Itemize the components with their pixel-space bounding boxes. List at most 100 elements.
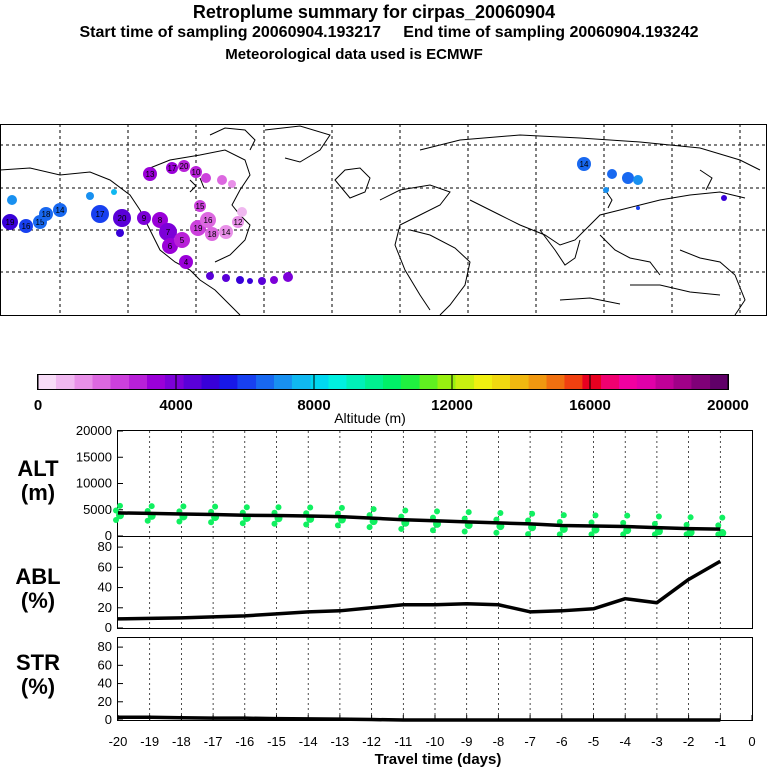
plume-marker-label: 5 (180, 236, 185, 245)
plume-marker-label: 10 (192, 168, 201, 177)
series-line (117, 511, 721, 531)
altitude-scatter-point (334, 522, 341, 529)
plume-marker (190, 166, 202, 178)
altitude-scatter-point (271, 520, 278, 527)
map-gridlines (0, 124, 766, 315)
abl-panel-label: ABL (15, 564, 60, 589)
colorbar-cell (437, 375, 456, 389)
colorbar-tick-label: 16000 (569, 397, 611, 414)
x-tick-label: -1 (715, 734, 727, 749)
sampling-time-line: Start time of sampling 20060904.193217 E… (5, 24, 768, 42)
x-tick-label: -5 (588, 734, 600, 749)
plume-marker-label: 8 (158, 216, 163, 225)
altitude-scatter-point (529, 510, 536, 517)
plume-marker-label: 15 (196, 202, 205, 211)
altitude-scatter-point (307, 504, 314, 511)
altitude-scatter-point (148, 503, 155, 510)
altitude-scatter-point (113, 516, 119, 523)
altitude-scatter-point (719, 514, 726, 521)
y-tick-label: 5000 (83, 502, 112, 517)
altitude-scatter-point (624, 512, 631, 519)
colorbar-ticks: 0 4000 8000 12000 16000 20000 (34, 375, 749, 414)
colorbar-cell (383, 375, 402, 389)
altitude-scatter-point (493, 529, 500, 536)
plume-marker-label: 14 (222, 228, 231, 237)
x-tick-label: -19 (140, 734, 159, 749)
altitude-scatter-point (275, 504, 282, 511)
colorbar-cell (474, 375, 493, 389)
colorbar-cell (55, 375, 76, 389)
x-tick-label: -11 (394, 734, 412, 749)
altitude-scatter-point (243, 504, 250, 511)
altitude-scatter-point (338, 504, 345, 511)
x-tick-label: -14 (299, 734, 318, 749)
plume-marker-label: 6 (168, 242, 173, 251)
x-tick-label: -2 (683, 734, 695, 749)
plume-marker (179, 255, 193, 269)
altitude-scatter-point (113, 507, 119, 514)
y-tick-label: 40 (98, 676, 112, 691)
colorbar-cells (38, 375, 729, 389)
str-panel-label: STR (16, 650, 60, 675)
colorbar-cell (110, 375, 130, 389)
colorbar-cell (291, 375, 312, 389)
altitude-scatter-point (176, 518, 183, 525)
plume-marker (162, 238, 178, 254)
altitude-scatter-point (465, 509, 472, 516)
altitude-scatter-point (588, 519, 595, 526)
altitude-scatter-point (588, 531, 595, 538)
x-tick-label: -3 (651, 734, 663, 749)
series-line (118, 715, 721, 722)
colorbar-cell (346, 375, 366, 389)
altitude-scatter-point (687, 514, 694, 521)
x-tick-label: -20 (109, 734, 128, 749)
plume-marker (143, 167, 157, 181)
plume-marker (247, 278, 253, 284)
plume-marker (236, 276, 244, 284)
y-tick-label: 0 (105, 528, 112, 543)
plume-marker-label: 14 (580, 160, 589, 169)
x-axis: Travel time (days) (375, 751, 502, 768)
altitude-scatter-point (497, 509, 504, 516)
plume-marker-label: 9 (142, 214, 147, 223)
met-data-label: Meteorological data used is ECMWF (225, 46, 483, 63)
colorbar-cell (38, 375, 57, 389)
y-tick-label: 20 (98, 600, 112, 615)
colorbar-cell (618, 375, 638, 389)
plume-marker-label: 20 (180, 162, 189, 171)
altitude-scatter-point (525, 517, 532, 524)
y-tick-label: 20000 (76, 423, 112, 438)
x-tick-label: -13 (331, 734, 350, 749)
plume-marker (270, 276, 278, 284)
plume-marker (603, 187, 609, 193)
plume-marker-label: 4 (184, 258, 189, 267)
altitude-scatter-point (402, 507, 409, 514)
str-panel-unit: (%) (21, 674, 55, 699)
plot-frame (117, 536, 753, 629)
series-line (117, 559, 722, 621)
colorbar-tick-label: 4000 (159, 397, 192, 414)
colorbar-cell (582, 375, 602, 389)
plume-marker (636, 206, 640, 210)
colorbar-cell (147, 375, 166, 389)
x-tick-label: -18 (172, 734, 191, 749)
altitude-scatter-point (655, 513, 662, 520)
plume-marker (178, 160, 190, 172)
altitude-scatter-point (620, 519, 627, 526)
chart-title: Retroplume summary for cirpas_20060904 (192, 2, 556, 22)
plume-marker (91, 205, 109, 223)
altitude-scatter-point (683, 521, 690, 528)
x-tick-label: -9 (461, 734, 473, 749)
x-tick-label: -6 (556, 734, 568, 749)
colorbar-tick-label: 20000 (707, 397, 749, 414)
colorbar-tick-label: 12000 (431, 397, 473, 414)
colorbar-cell (273, 375, 293, 389)
colorbar-cell (201, 375, 220, 389)
colorbar-cell (164, 375, 185, 389)
plume-marker (201, 173, 211, 183)
plume-marker-label: 17 (96, 210, 105, 219)
altitude-scatter-point (556, 519, 563, 526)
